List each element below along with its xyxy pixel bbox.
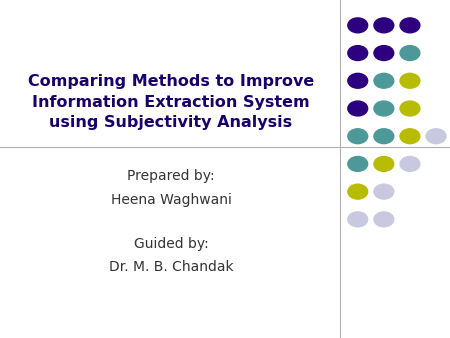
Text: Comparing Methods to Improve
Information Extraction System
using Subjectivity An: Comparing Methods to Improve Information…: [28, 74, 314, 130]
Text: Guided by:: Guided by:: [134, 237, 208, 250]
Text: Prepared by:: Prepared by:: [127, 169, 215, 183]
Text: Dr. M. B. Chandak: Dr. M. B. Chandak: [109, 260, 233, 274]
Text: Heena Waghwani: Heena Waghwani: [111, 193, 231, 207]
